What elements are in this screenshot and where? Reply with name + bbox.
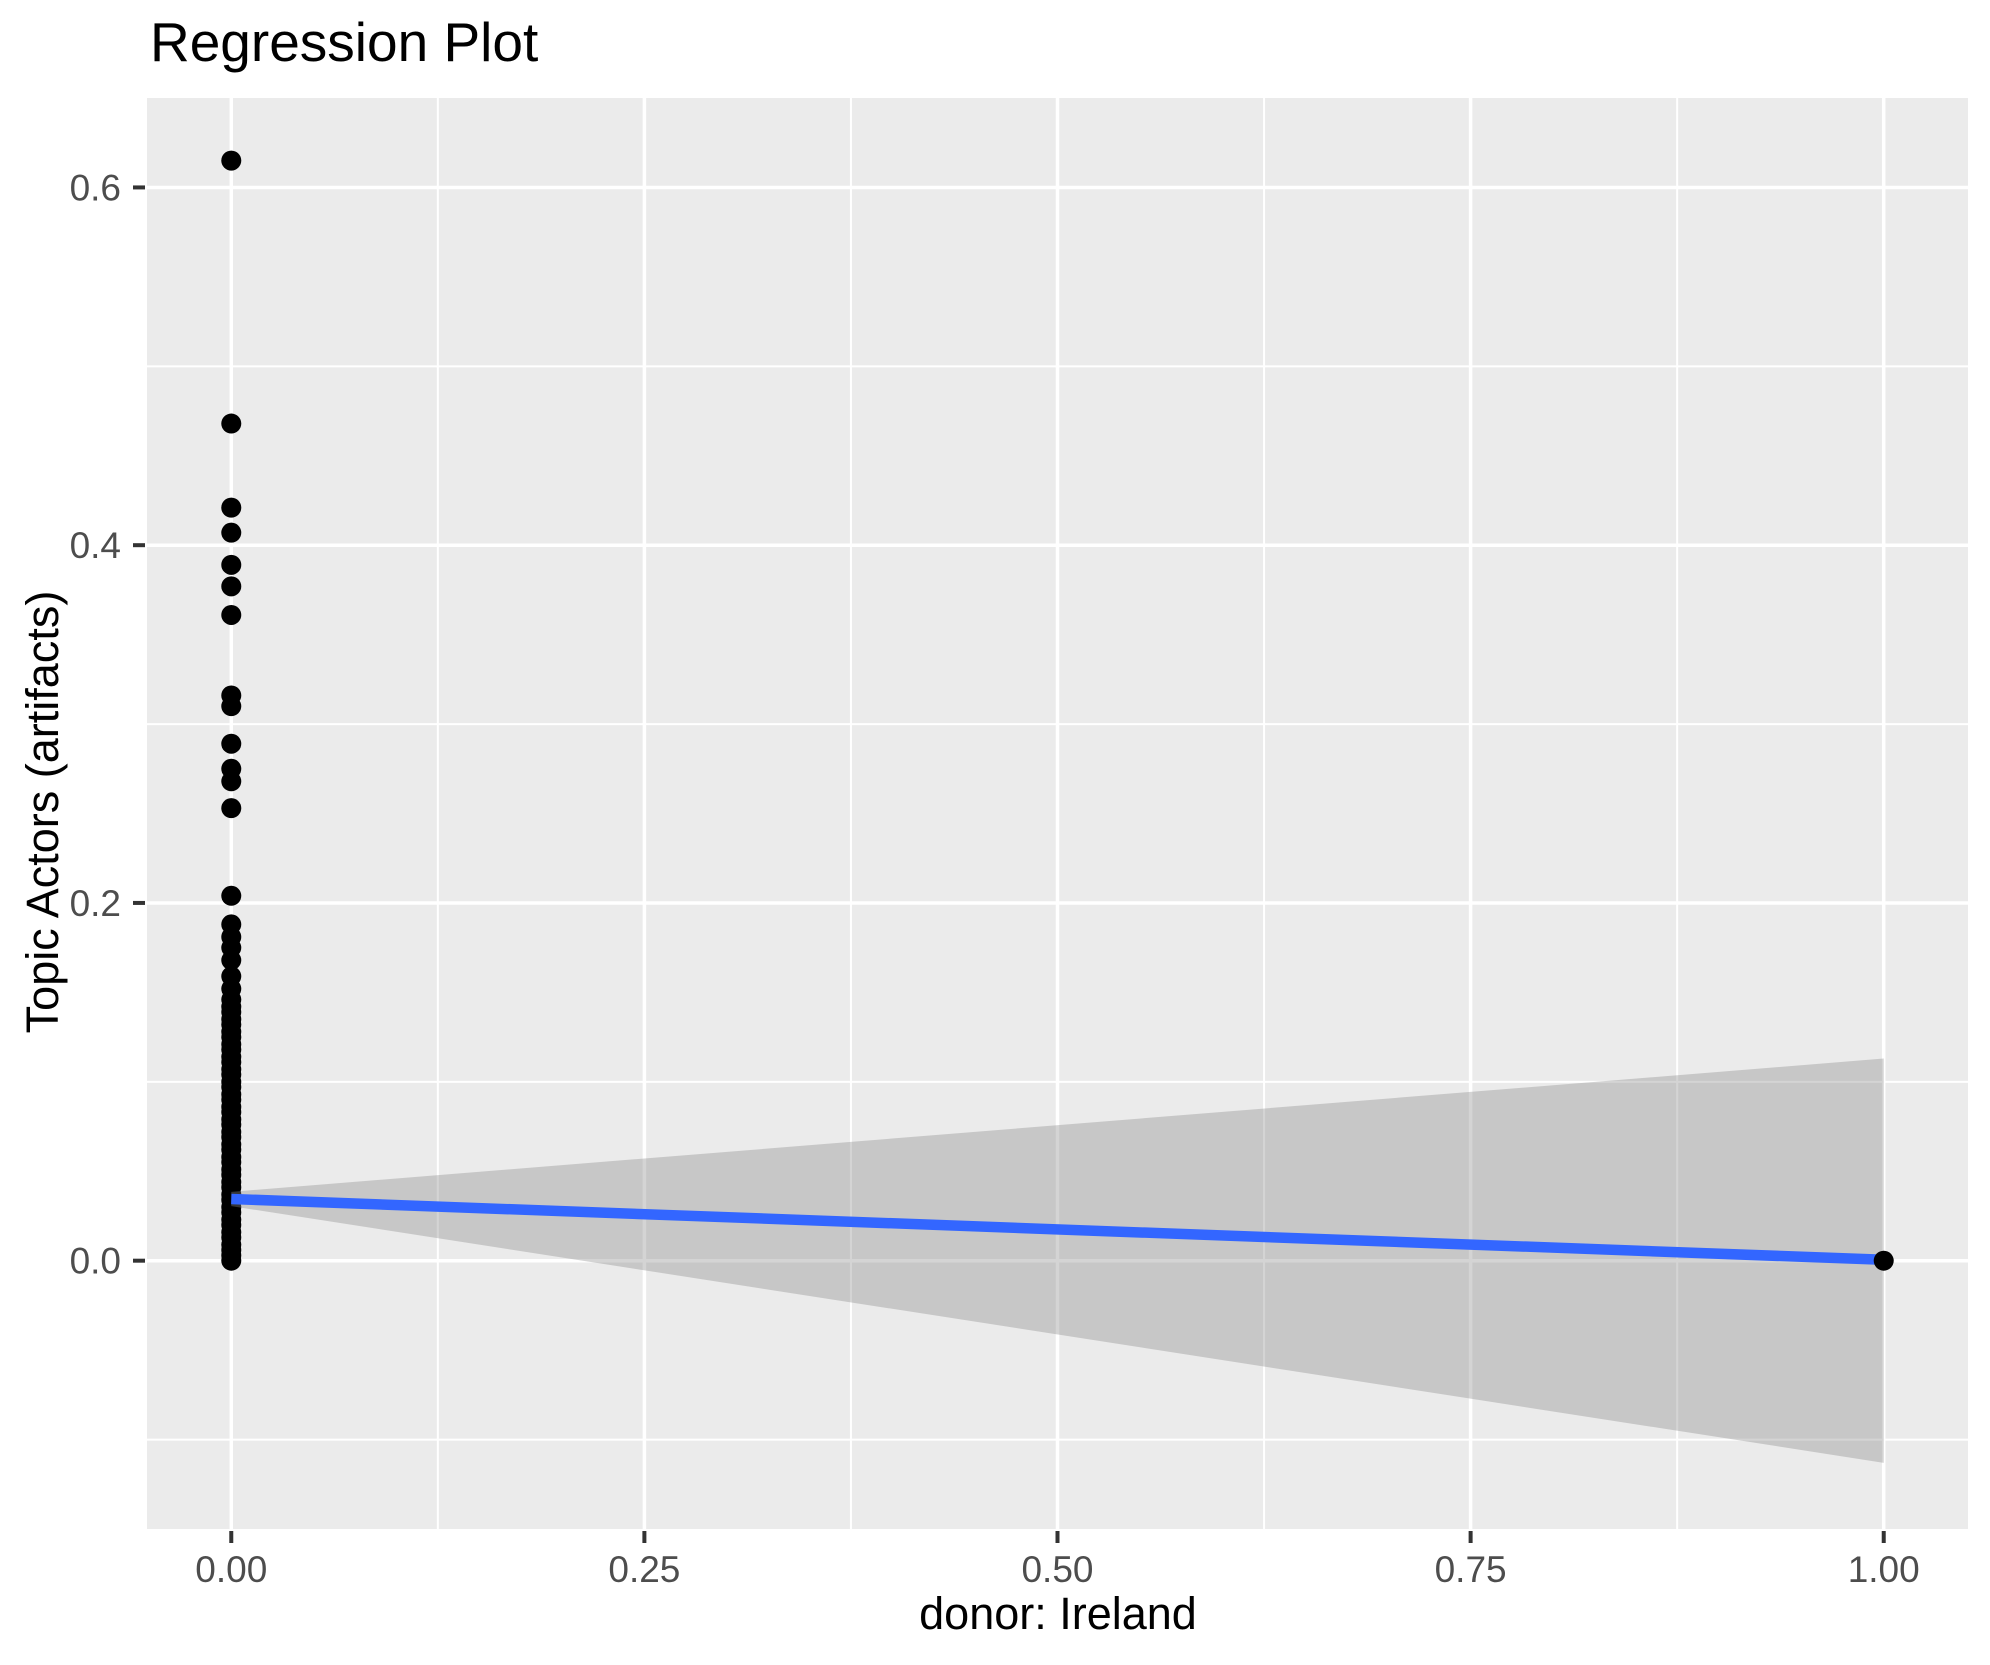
y-axis-tick-label: 0.6 xyxy=(70,167,121,208)
data-point xyxy=(221,885,242,906)
data-point xyxy=(221,1250,242,1271)
data-point xyxy=(221,950,242,971)
y-axis-title: Topic Actors (artifacts) xyxy=(17,590,68,1034)
data-point xyxy=(221,150,242,171)
data-point xyxy=(221,604,242,625)
data-point xyxy=(221,696,242,717)
x-axis-tick-label: 0.75 xyxy=(1435,1549,1507,1590)
data-point xyxy=(221,733,242,754)
x-axis-tick-label: 0.50 xyxy=(1021,1549,1093,1590)
x-axis-title: donor: Ireland xyxy=(919,1588,1197,1639)
data-point xyxy=(221,497,242,518)
x-axis-tick-label: 0.00 xyxy=(195,1549,267,1590)
y-axis-tick-label: 0.4 xyxy=(70,525,121,566)
y-axis-tick-label: 0.2 xyxy=(70,883,121,924)
x-axis-tick-label: 1.00 xyxy=(1848,1549,1920,1590)
x-axis-tick-label: 0.25 xyxy=(608,1549,680,1590)
data-point xyxy=(221,413,242,434)
y-axis-tick-label: 0.0 xyxy=(70,1241,121,1282)
data-point xyxy=(221,522,242,543)
plot-title: Regression Plot xyxy=(150,11,539,73)
regression-line xyxy=(231,1193,1884,1266)
data-point xyxy=(221,576,242,597)
data-point xyxy=(1873,1250,1894,1271)
data-point xyxy=(221,554,242,575)
data-point xyxy=(221,771,242,792)
confidence-band xyxy=(231,1058,1884,1463)
data-point xyxy=(221,798,242,819)
